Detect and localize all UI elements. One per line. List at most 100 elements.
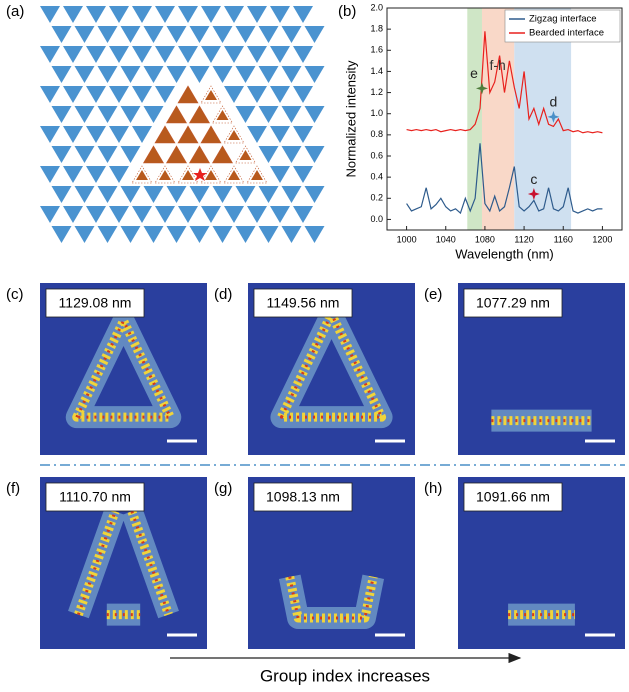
- cell: [132, 126, 152, 143]
- cell: [132, 86, 152, 103]
- mode-panel: 1149.56 nm: [248, 283, 415, 455]
- cell: [63, 206, 83, 223]
- cell: [97, 146, 118, 163]
- cell: [224, 46, 244, 63]
- series-line: [406, 31, 603, 134]
- cell: [40, 126, 60, 143]
- band: [514, 8, 572, 230]
- x-tick-label: 1120: [514, 234, 533, 244]
- cell: [132, 46, 152, 63]
- wavelength-label: 1077.29 nm: [476, 295, 550, 311]
- cell: [120, 226, 141, 243]
- cell: [304, 146, 325, 163]
- cell: [270, 86, 290, 103]
- cell: [40, 46, 60, 63]
- y-tick-label: 0.4: [370, 172, 383, 182]
- y-tick-label: 1.6: [370, 45, 383, 55]
- y-tick-label: 0.8: [370, 129, 383, 139]
- cell: [132, 6, 152, 23]
- cell: [293, 126, 313, 143]
- mode-panel: 1077.29 nm: [458, 283, 625, 455]
- band: [467, 8, 482, 230]
- spectrum-chart: 0.0 0.2 0.4 0.6 0.8 1.0 1.2 1.4 1.6 1.8 2.0 1000 104…: [343, 2, 623, 261]
- annotation-label: e: [470, 65, 478, 81]
- cell: [178, 6, 198, 23]
- source-star: [193, 168, 207, 181]
- cell: [74, 26, 95, 43]
- cell: [239, 150, 252, 160]
- cell: [109, 46, 129, 63]
- cell: [155, 86, 175, 103]
- cell: [109, 166, 129, 183]
- cell: [293, 6, 313, 23]
- cell: [165, 105, 188, 124]
- annotation-star: [527, 188, 540, 201]
- mode-core: [279, 312, 384, 419]
- cell: [74, 106, 95, 123]
- cell: [155, 206, 175, 223]
- legend-box: [504, 9, 621, 43]
- y-tick-label: 2.0: [370, 2, 383, 12]
- cell: [166, 26, 187, 43]
- cell: [159, 170, 171, 180]
- cell: [143, 26, 164, 43]
- cell: [270, 126, 290, 143]
- y-tick-label: 1.0: [370, 108, 383, 118]
- cell: [143, 186, 164, 203]
- cell: [51, 106, 72, 123]
- cell: [177, 125, 199, 144]
- wavelength-box: [463, 482, 563, 512]
- cell: [74, 226, 95, 243]
- cell: [281, 186, 302, 203]
- panel-label: (g): [214, 480, 232, 497]
- cell: [143, 66, 164, 83]
- cell: [182, 170, 194, 180]
- cell: [86, 166, 106, 183]
- wavelength-label: 1098.13 nm: [266, 489, 340, 505]
- legend-label: Zigzag interface: [529, 14, 597, 25]
- cell: [293, 86, 313, 103]
- legend-label: Bearded interface: [529, 28, 604, 39]
- x-tick-label: 1000: [397, 234, 417, 244]
- cell: [154, 125, 176, 144]
- cell: [188, 105, 211, 124]
- cell: [293, 206, 313, 223]
- cell: [281, 66, 302, 83]
- series-line: [406, 143, 603, 215]
- cell: [281, 26, 302, 43]
- cell: [188, 145, 211, 164]
- cell: [235, 26, 256, 43]
- cell: [97, 226, 118, 243]
- mode-field: [74, 509, 173, 620]
- annotation-label: c: [530, 171, 537, 187]
- cell: [201, 6, 221, 23]
- cell: [281, 226, 302, 243]
- cell: [97, 26, 118, 43]
- band: [481, 8, 515, 230]
- mode-core: [75, 319, 172, 419]
- cell: [40, 6, 60, 23]
- cell: [63, 166, 83, 183]
- cell: [304, 186, 325, 203]
- cell: [201, 46, 221, 63]
- mode-images: 1129.08 nm (c) 1149.56 nm (d) 1077.29 nm (e) 1…: [6, 283, 625, 649]
- y-tick-label: 0.2: [370, 193, 383, 203]
- cell: [97, 186, 118, 203]
- y-tick-label: 1.2: [370, 87, 383, 97]
- x-tick-label: 1160: [554, 234, 573, 244]
- cell: [247, 46, 267, 63]
- cell: [109, 126, 129, 143]
- cell: [281, 106, 302, 123]
- cell: [132, 206, 152, 223]
- cell: [235, 106, 256, 123]
- cell: [40, 86, 60, 103]
- cell: [205, 170, 217, 180]
- y-tick-label: 1.8: [370, 24, 383, 34]
- cell: [258, 106, 279, 123]
- cell: [247, 126, 267, 143]
- cell: [97, 106, 118, 123]
- cell: [281, 146, 302, 163]
- cell: [86, 126, 106, 143]
- cell: [120, 146, 141, 163]
